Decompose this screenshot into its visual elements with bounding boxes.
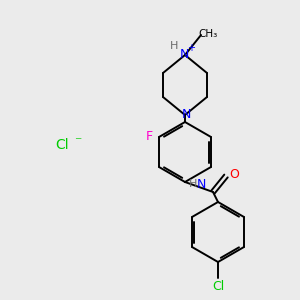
Text: F: F [146,130,153,142]
Text: Cl: Cl [55,138,69,152]
Text: methyl: methyl [208,32,212,33]
Text: N: N [196,178,206,190]
Text: N: N [179,49,189,62]
Text: H: H [170,41,178,51]
Text: Cl: Cl [212,280,224,292]
Text: +: + [187,43,195,53]
Text: O: O [229,167,239,181]
Text: N: N [181,107,191,121]
Text: ⁻: ⁻ [74,135,82,149]
Text: CH₃: CH₃ [198,29,218,39]
Text: H: H [189,179,197,189]
